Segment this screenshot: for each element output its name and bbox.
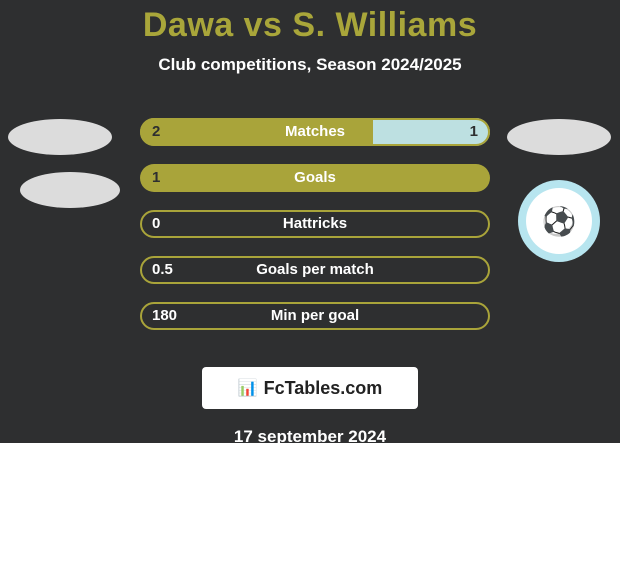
subtitle: Club competitions, Season 2024/2025 (0, 55, 620, 75)
stat-row: 0.5Goals per match (0, 253, 620, 299)
stat-label: Goals per match (140, 256, 490, 284)
stat-bar: 0Hattricks (140, 210, 490, 238)
stat-bar-left (140, 164, 490, 192)
stat-bar-left (140, 118, 373, 146)
stats-rows: 21Matches1Goals0Hattricks0.5Goals per ma… (0, 115, 620, 345)
page-title: Dawa vs S. Williams (0, 0, 620, 45)
stat-row: 180Min per goal (0, 299, 620, 345)
stat-bar: 1Goals (140, 164, 490, 192)
comparison-card: Dawa vs S. Williams Club competitions, S… (0, 0, 620, 443)
stat-row: 21Matches (0, 115, 620, 161)
stat-value-left: 1 (152, 164, 160, 192)
brand-badge: 📊 FcTables.com (202, 367, 418, 409)
brand-text: FcTables.com (264, 378, 383, 399)
update-date: 17 september 2024 (0, 427, 620, 447)
bar-chart-icon: 📊 (238, 378, 258, 398)
stat-row: 1Goals (0, 161, 620, 207)
stat-bar: 21Matches (140, 118, 490, 146)
stat-row: 0Hattricks (0, 207, 620, 253)
stat-bar: 0.5Goals per match (140, 256, 490, 284)
stat-value-left: 2 (152, 118, 160, 146)
stat-value-right: 1 (470, 118, 478, 146)
stat-value-left: 0.5 (152, 256, 173, 284)
stat-value-left: 0 (152, 210, 160, 238)
stat-label: Min per goal (140, 302, 490, 330)
stat-bar: 180Min per goal (140, 302, 490, 330)
stat-label: Hattricks (140, 210, 490, 238)
stat-value-left: 180 (152, 302, 177, 330)
